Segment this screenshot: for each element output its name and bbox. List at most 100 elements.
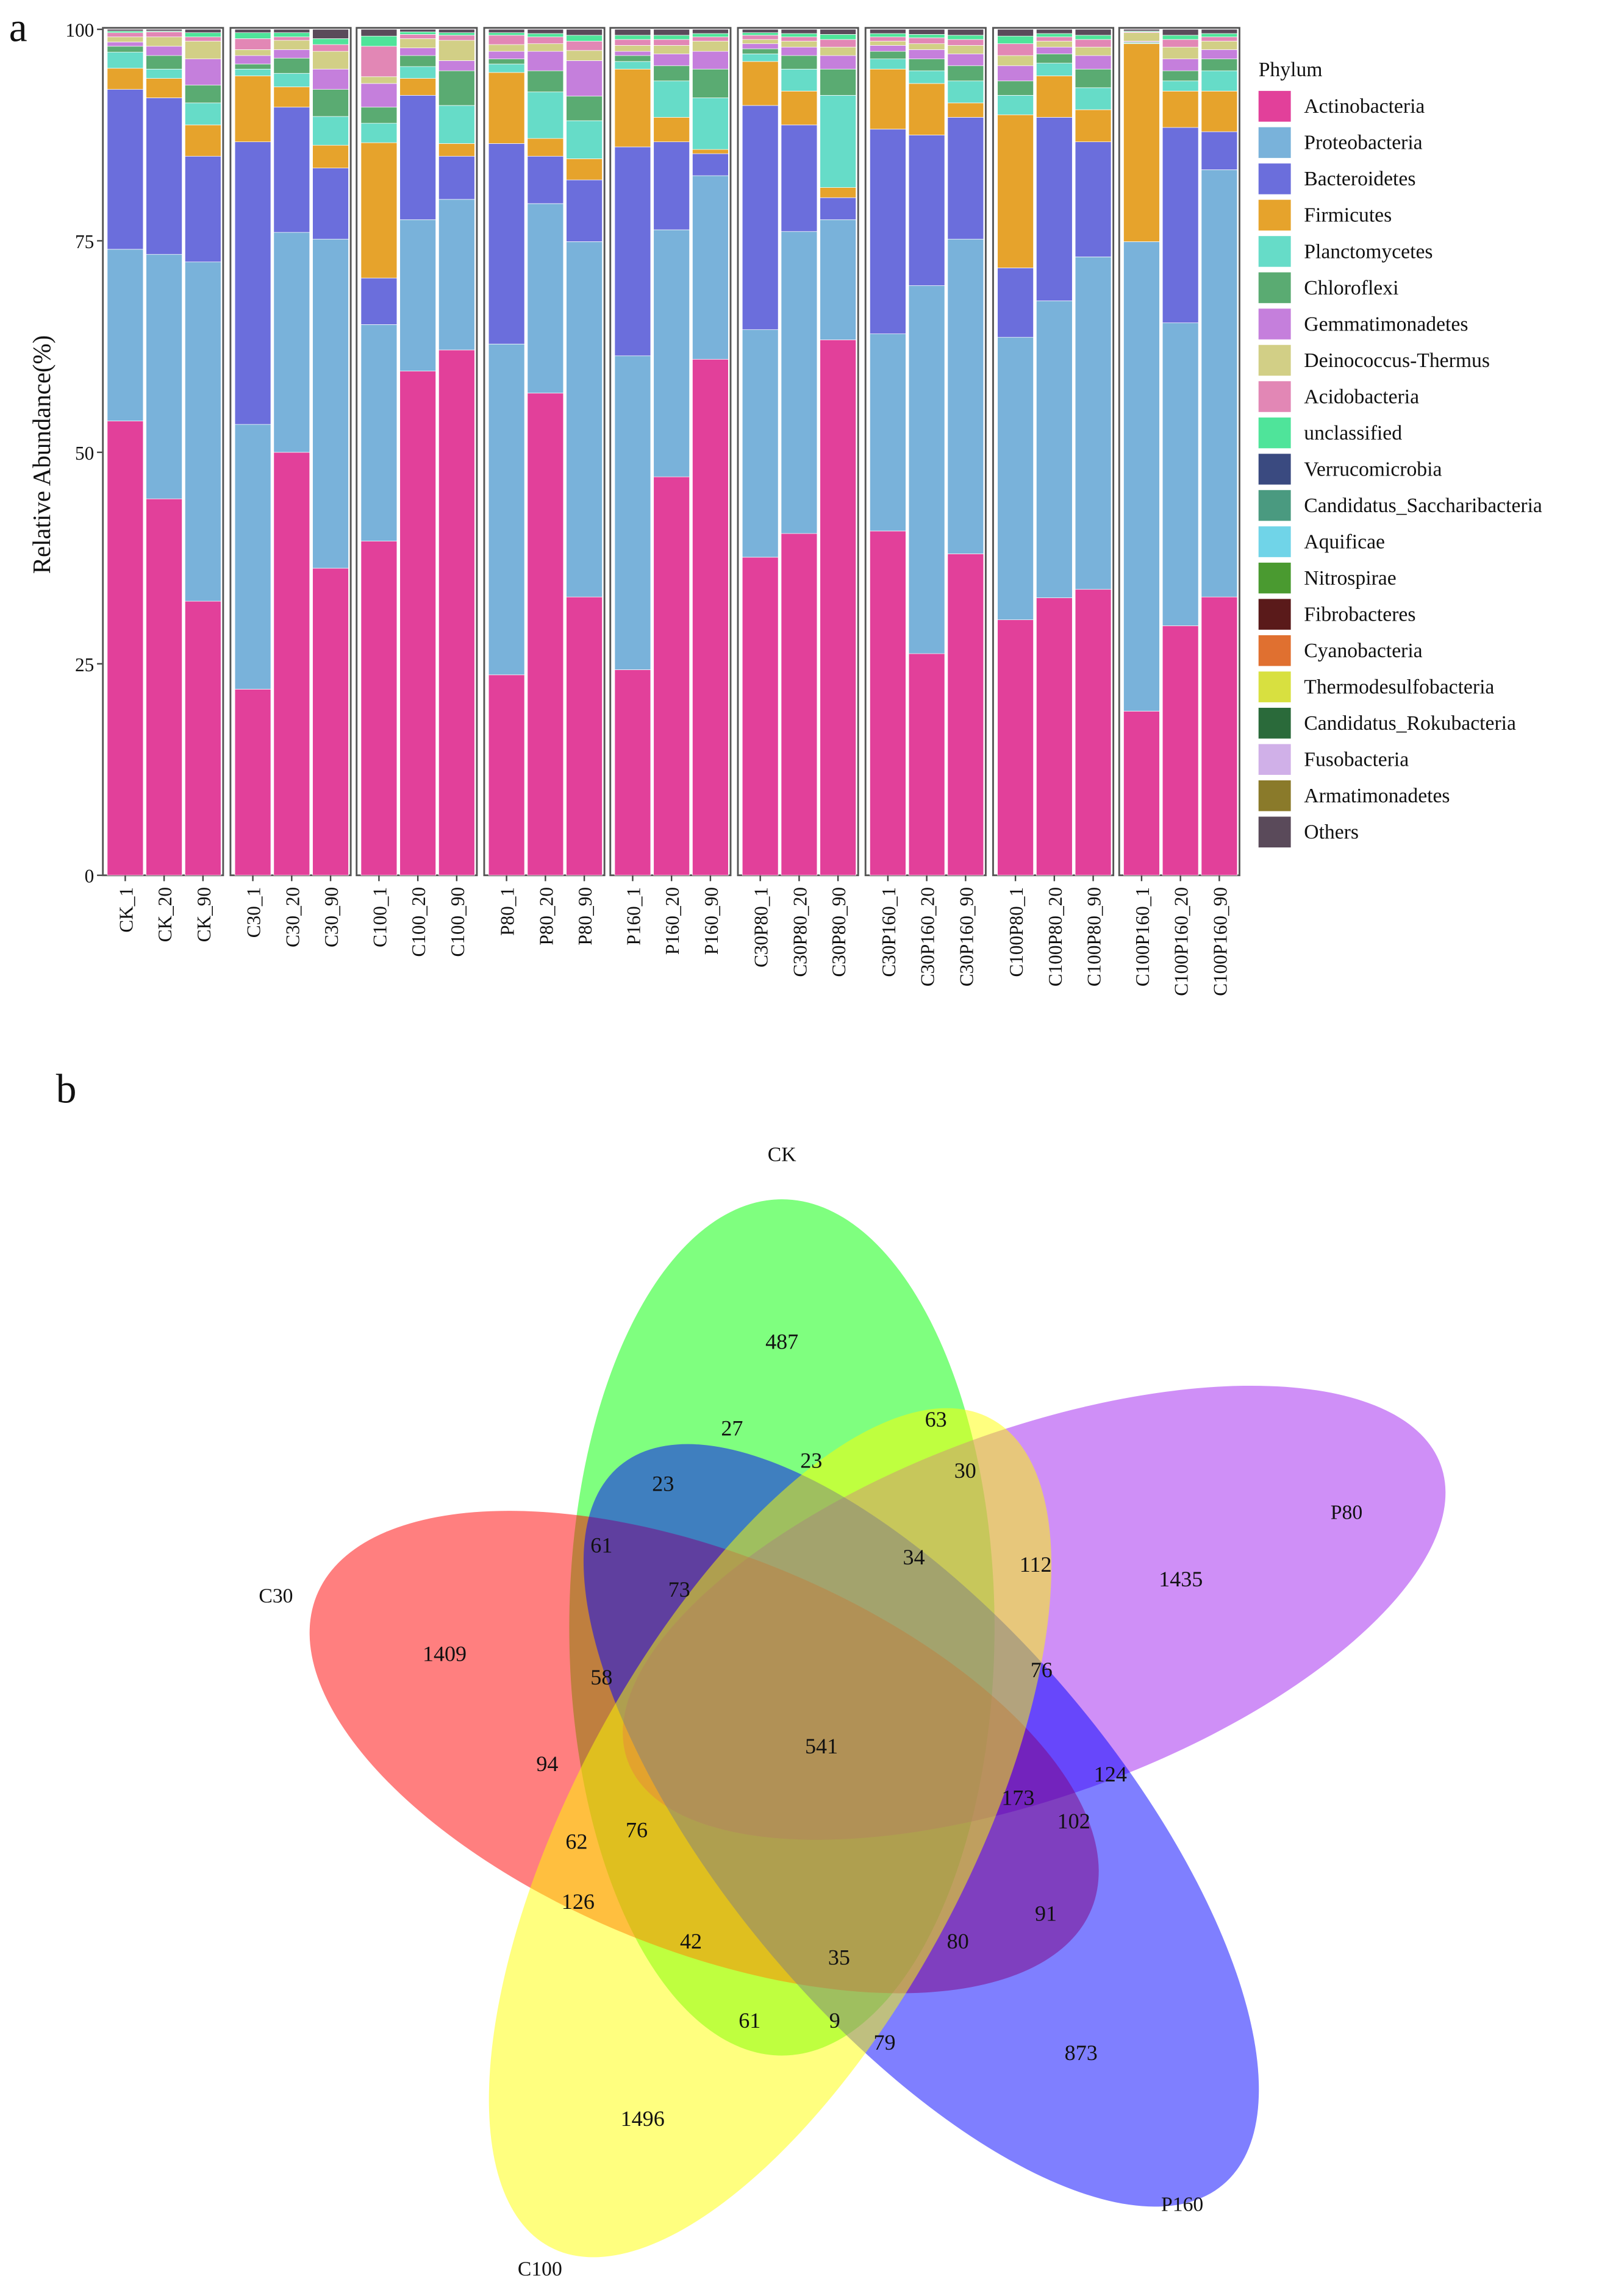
bar-segment-others <box>781 29 818 34</box>
bar-segment-planctomycetes <box>185 102 221 126</box>
y-tick-label: 100 <box>65 20 94 41</box>
bar-segment-proteobacteria <box>870 333 906 532</box>
bar-segment-chloroflexi <box>146 55 182 70</box>
panel-label-b: b <box>56 1066 77 1111</box>
bar-segment-firmicutes <box>566 159 603 180</box>
bar-segment-proteobacteria <box>360 324 398 541</box>
bar-segment-acidobacteria <box>997 43 1034 56</box>
bar-segment-chloroflexi <box>870 51 906 60</box>
bar-segment-others <box>1075 29 1112 36</box>
bar-segment-planctomycetes <box>614 61 651 70</box>
bar-segment-gemmatimonadetes <box>107 41 144 47</box>
bar-segment-bacteroidetes <box>870 129 906 334</box>
bar-segment-gemmatimonadetes <box>438 60 475 71</box>
legend-swatch <box>1258 454 1291 485</box>
bar-segment-actinobacteria <box>527 393 564 876</box>
x-tick-label: P80_90 <box>574 887 596 946</box>
venn-region-count: 1435 <box>1159 1567 1203 1591</box>
bar-segment-firmicutes <box>1162 91 1199 128</box>
bar-segment-bacteroidetes <box>438 155 475 200</box>
bar-segment-proteobacteria <box>653 229 690 477</box>
bar-segment-firmicutes <box>781 91 818 126</box>
venn-region-count: 61 <box>739 2008 760 2033</box>
bar-segment-deinococcus-thermus <box>1075 46 1112 56</box>
bar-segment-actinobacteria <box>742 557 779 876</box>
bar-segment-unclassified <box>107 30 144 34</box>
legend-label: Others <box>1304 821 1359 844</box>
legend-swatch <box>1258 344 1291 376</box>
bar-segment-unclassified <box>653 35 690 40</box>
venn-region-count: 873 <box>1065 2041 1098 2065</box>
bar-segment-proteobacteria <box>312 238 349 569</box>
bar-segment-unclassified <box>1075 35 1112 40</box>
legend-swatch <box>1258 526 1291 557</box>
bar-segment-actinobacteria <box>107 421 144 876</box>
bar-segment-planctomycetes <box>997 94 1034 115</box>
bar-segment-gemmatimonadetes <box>614 51 651 56</box>
bar-segment-acidobacteria <box>947 39 984 46</box>
x-tick-label: CK_1 <box>115 887 137 933</box>
bar-segment-planctomycetes <box>908 70 945 84</box>
y-tick-label: 75 <box>75 231 94 252</box>
venn-region-count: 23 <box>800 1448 822 1472</box>
bar-segment-firmicutes <box>1036 76 1073 118</box>
bar-segment-unclassified <box>947 35 984 40</box>
bar-segment-deinococcus-thermus <box>820 46 856 56</box>
bar-segment-bacteroidetes <box>273 107 310 233</box>
bar-segment-unclassified <box>1201 33 1238 37</box>
bar-segment-acidobacteria <box>870 37 906 41</box>
bar-segment-firmicutes <box>107 68 144 90</box>
bar-segment-chloroflexi <box>234 63 271 70</box>
x-tick-label: P160_20 <box>662 887 683 955</box>
venn-region-count: 27 <box>721 1416 743 1440</box>
venn-region-count: 1496 <box>621 2106 665 2131</box>
bar-segment-chloroflexi <box>1036 53 1073 63</box>
bar-segment-proteobacteria <box>692 175 729 360</box>
bar-segment-bacteroidetes <box>1036 117 1073 301</box>
bar-segment-firmicutes <box>527 138 564 157</box>
bar-segment-bacteroidetes <box>360 277 398 325</box>
bar-segment-proteobacteria <box>908 285 945 654</box>
venn-region-count: 541 <box>805 1734 838 1758</box>
bar-segment-bacteroidetes <box>234 141 271 425</box>
bar-segment-acidobacteria <box>185 37 221 41</box>
bar-segment-bacteroidetes <box>614 146 651 357</box>
bar-segment-actinobacteria <box>146 498 182 876</box>
venn-region-count: 76 <box>626 1817 648 1842</box>
x-tick-label: P80_1 <box>497 887 518 936</box>
bar-segment-proteobacteria <box>146 254 182 499</box>
facet-c100p80: C100P80_1 C100P80_20 C100P80_90 <box>992 27 1115 986</box>
bar-segment-bacteroidetes <box>527 155 564 204</box>
bar-segment-acidobacteria <box>1036 37 1073 41</box>
bar-segment-gemmatimonadetes <box>360 83 398 108</box>
x-tick-label: C100_90 <box>447 887 468 957</box>
bar-segment-deinococcus-thermus <box>1162 46 1199 60</box>
legend-swatch <box>1258 744 1291 775</box>
venn-region-count: 63 <box>925 1407 947 1431</box>
bar-segment-chloroflexi <box>566 96 603 121</box>
bar-segment-gemmatimonadetes <box>908 49 945 60</box>
venn-region-count: 62 <box>565 1830 587 1854</box>
bar-segment-chloroflexi <box>653 65 690 82</box>
bar-segment-firmicutes <box>870 68 906 130</box>
facet-c100: C100_1 C100_20 C100_90 <box>356 27 478 957</box>
bar-segment-deinococcus-thermus <box>947 45 984 54</box>
bar-segment-gemmatimonadetes <box>1162 59 1199 71</box>
bar-segment-others <box>742 29 779 34</box>
venn-set-label: P160 <box>1161 2194 1203 2216</box>
bar-segment-chloroflexi <box>438 70 475 106</box>
x-tick-label: C100_20 <box>408 887 429 957</box>
bar-segment-firmicutes <box>1201 91 1238 132</box>
bar-segment-planctomycetes <box>1075 87 1112 110</box>
bar-segment-chloroflexi <box>1075 68 1112 88</box>
bar-segment-proteobacteria <box>438 199 475 351</box>
legend-title: Phylum <box>1259 59 1323 81</box>
venn-region-count: 79 <box>873 2030 895 2055</box>
bar-segment-chloroflexi <box>781 55 818 70</box>
legend-swatch <box>1258 635 1291 666</box>
venn-region-count: 73 <box>668 1577 690 1602</box>
bar-segment-planctomycetes <box>1201 70 1238 91</box>
bar-segment-actinobacteria <box>947 554 984 876</box>
x-tick-label: CK_90 <box>193 887 215 942</box>
